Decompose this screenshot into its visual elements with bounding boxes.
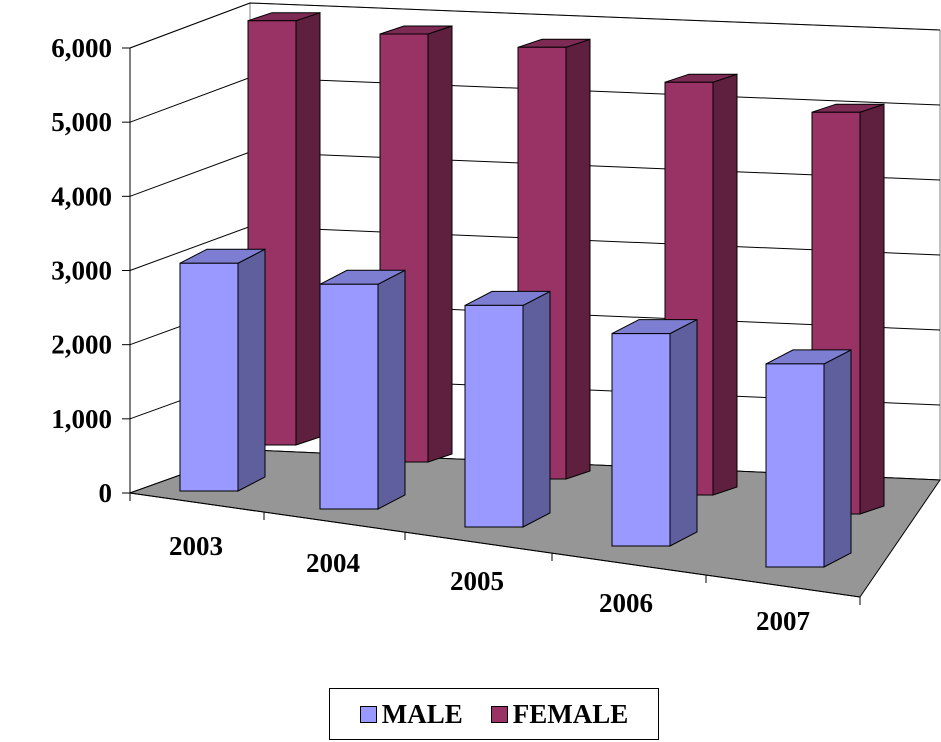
- y-tick-label: 4,000: [51, 181, 112, 211]
- y-tick-label: 3,000: [51, 256, 112, 286]
- x-axis-line: [129, 492, 861, 598]
- legend-label-male: MALE: [381, 698, 463, 729]
- y-tick-label: 2,000: [51, 330, 112, 360]
- x-axis: 2003 2004 2005 2006 2007: [129, 492, 861, 636]
- y-tick-label: 6,000: [51, 33, 112, 63]
- y-tick-label: 1,000: [51, 404, 112, 434]
- y-tick-label: 5,000: [51, 107, 112, 137]
- x-tick-label: 2006: [599, 588, 653, 618]
- x-tick-label: 2003: [169, 531, 223, 561]
- male-bar-2007: [765, 349, 852, 568]
- gridline: [129, 2, 941, 49]
- legend-item-male: MALE: [359, 698, 463, 729]
- male-bar-2005: [464, 290, 551, 528]
- x-tick-label: 2004: [306, 548, 360, 578]
- legend-swatch-male: [359, 705, 377, 723]
- y-axis: 0 1,000 2,000 3,000 4,000 5,000 6,000: [51, 33, 131, 508]
- y-tick-label: 0: [99, 478, 113, 508]
- legend-swatch-female: [490, 705, 508, 723]
- legend-label-female: FEMALE: [512, 698, 629, 729]
- male-bars: [179, 248, 852, 568]
- male-bar-2006: [611, 318, 698, 547]
- x-tick-label: 2007: [756, 606, 810, 636]
- male-bar-2004: [319, 269, 406, 510]
- legend-item-female: FEMALE: [490, 698, 629, 729]
- x-tick-label: 2005: [450, 566, 504, 596]
- legend: MALE FEMALE: [329, 688, 659, 740]
- male-bar-2003: [179, 248, 266, 492]
